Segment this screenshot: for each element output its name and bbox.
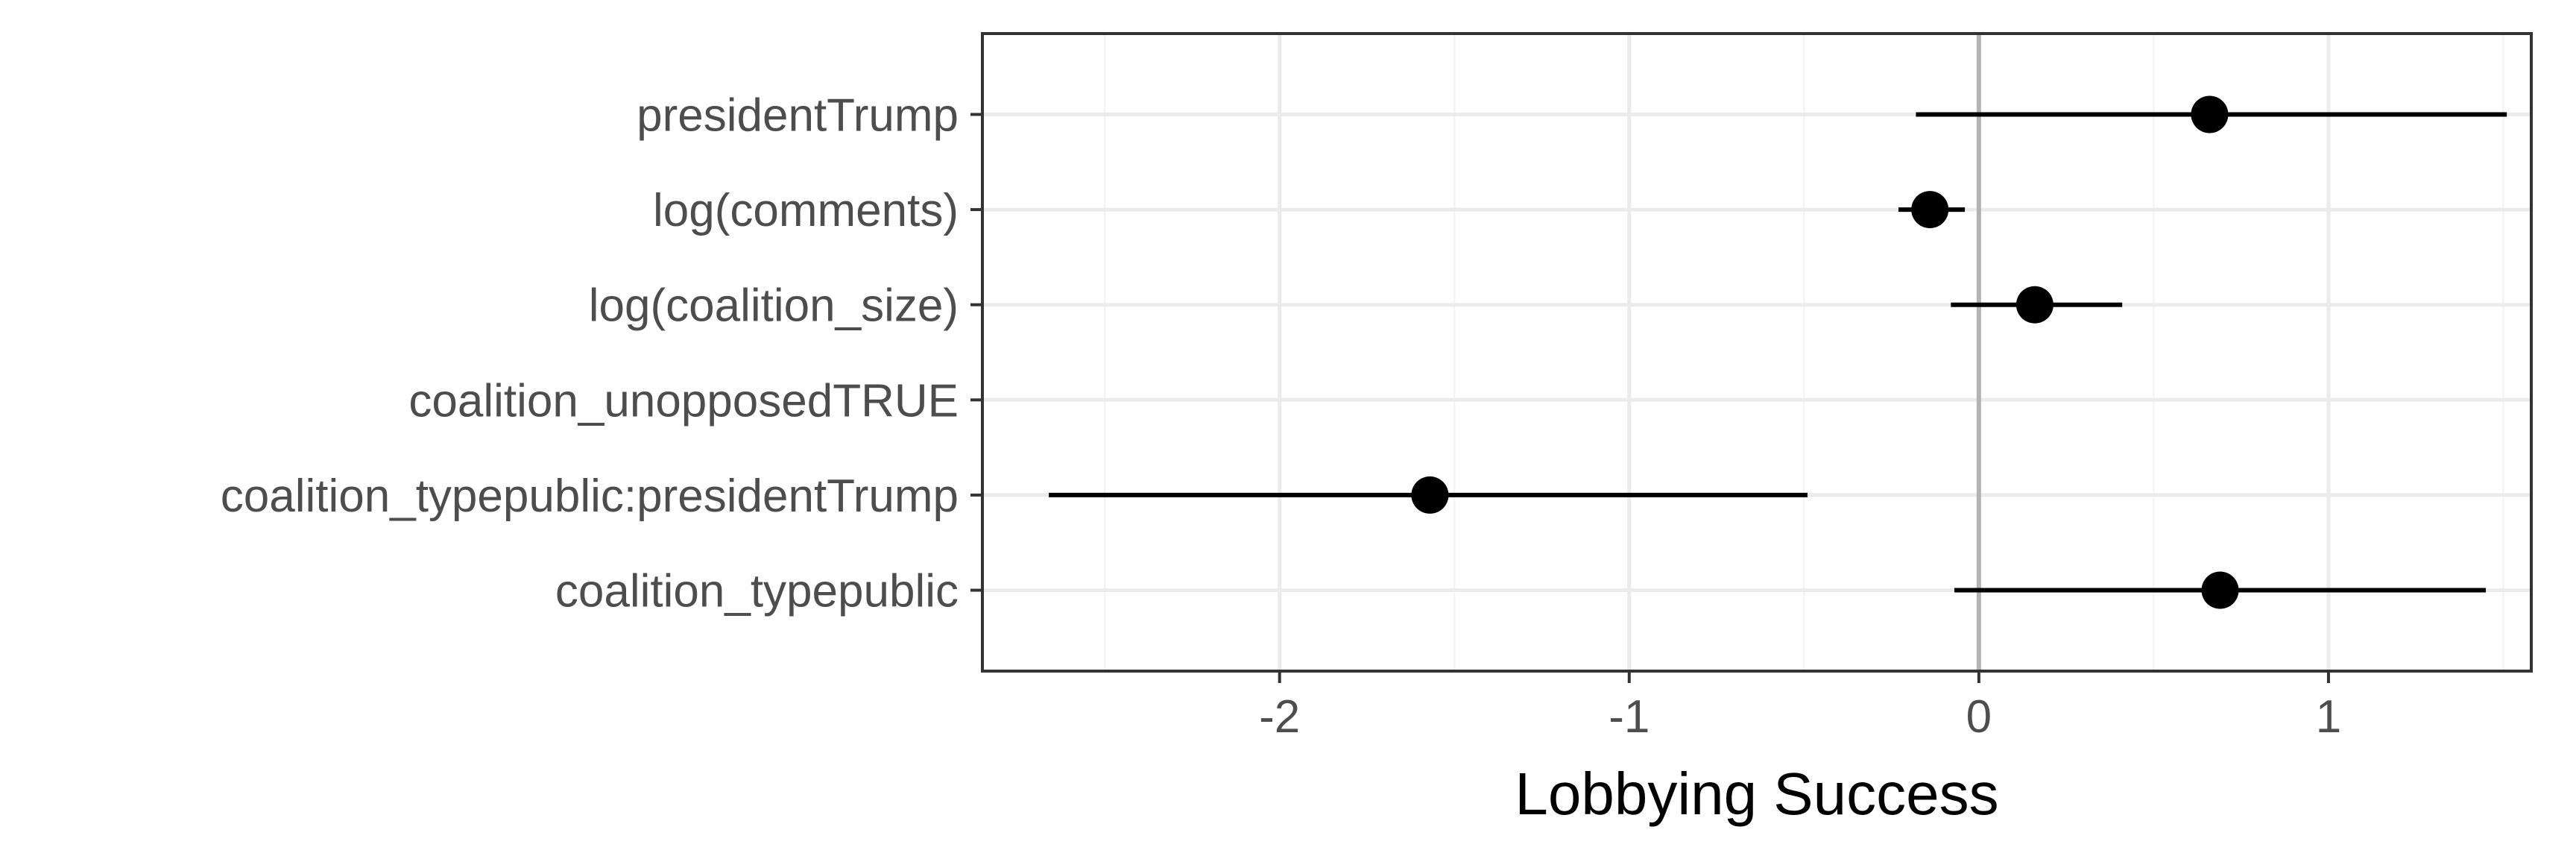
y-tick-label: coalition_unopposedTRUE [408,375,959,427]
x-axis: -2 -1 0 1 [1259,671,2341,743]
point-estimates [1411,95,2239,609]
point-estimate [1911,191,1949,229]
x-tick-label: -2 [1259,691,1300,743]
y-tick-label: presidentTrump [637,89,959,141]
y-axis: presidentTrump log(comments) log(coalition… [221,89,982,617]
y-tick-label: coalition_typepublic:presidentTrump [221,471,959,522]
x-tick-label: -1 [1609,691,1650,743]
x-tick-label: 0 [1966,691,1992,743]
x-tick-label: 1 [2316,691,2341,743]
y-tick-label: coalition_typepublic [555,566,959,617]
y-tick-label: log(coalition_size) [589,280,959,332]
y-tick-label: log(comments) [653,185,959,236]
point-estimate [2191,95,2229,133]
minor-gridlines [1103,34,2504,671]
point-estimate [2015,286,2053,324]
point-estimate [1411,476,1449,514]
panel-border [981,32,2533,673]
x-axis-title: Lobbying Success [1515,761,1998,827]
point-estimate [2201,571,2239,609]
